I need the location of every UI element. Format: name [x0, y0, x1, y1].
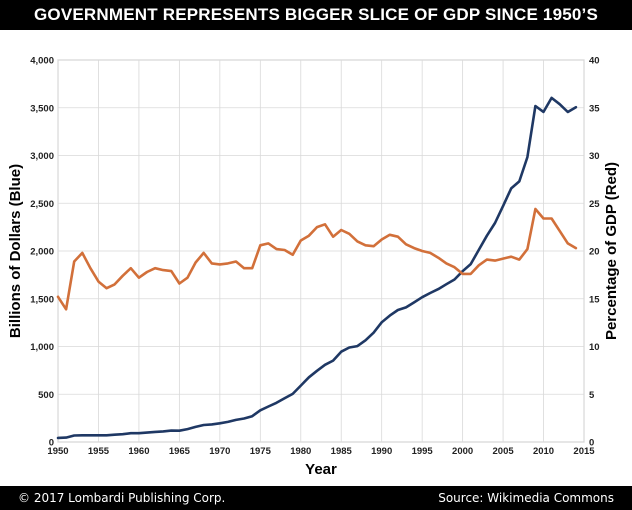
x-tick-label: 2015 — [573, 446, 595, 457]
y-tick-label: 2,000 — [30, 247, 54, 258]
chart-title: GOVERNMENT REPRESENTS BIGGER SLICE OF GD… — [0, 0, 632, 30]
x-tick-label: 1990 — [371, 446, 392, 457]
y2-tick-label: 40 — [589, 56, 600, 67]
y-tick-label: 1,000 — [30, 342, 54, 353]
chart-svg: 1950 1955 1960 1965 1970 1975 1980 1985 1990 1995… — [7, 56, 620, 479]
x-tick-label: 2005 — [493, 446, 515, 457]
x-axis-label: Year — [305, 461, 337, 478]
y2-tick-label: 0 — [589, 438, 594, 449]
footer-source: Source: Wikimedia Commons — [438, 491, 614, 505]
y2-tick-label: 25 — [589, 199, 600, 210]
footer-bar: © 2017 Lombardi Publishing Corp. Source:… — [0, 486, 632, 510]
y-tick-label: 3,000 — [30, 151, 54, 162]
grid-lines — [57, 59, 585, 443]
y-tick-label: 3,500 — [30, 103, 54, 114]
y-axis-label: Billions of Dollars (Blue) — [7, 164, 24, 338]
title-separator — [0, 30, 632, 34]
y-tick-label: 4,000 — [30, 56, 54, 67]
y2-tick-label: 5 — [589, 390, 595, 401]
y-tick-label: 2,500 — [30, 199, 54, 210]
x-tick-label: 1970 — [209, 446, 230, 457]
y2-tick-label: 20 — [589, 247, 600, 258]
x-tick-label: 1960 — [128, 446, 149, 457]
y-tick-label: 500 — [38, 390, 54, 401]
x-tick-label: 1995 — [412, 446, 434, 457]
y2-tick-label: 10 — [589, 342, 600, 353]
x-tick-label: 1985 — [331, 446, 353, 457]
x-tick-label: 1950 — [47, 446, 68, 457]
y-tick-label: 1,500 — [30, 294, 54, 305]
x-tick-label: 1955 — [88, 446, 110, 457]
footer-copyright: © 2017 Lombardi Publishing Corp. — [18, 491, 226, 505]
y2-axis-label: Percentage of GDP (Red) — [603, 162, 620, 340]
x-tick-label: 1965 — [169, 446, 191, 457]
y2-tick-label: 30 — [589, 151, 600, 162]
x-tick-label: 2000 — [452, 446, 473, 457]
series-line-billions — [56, 96, 578, 440]
y-tick-label: 0 — [49, 438, 54, 449]
tick-labels: 1950 1955 1960 1965 1970 1975 1980 1985 1990 1995… — [30, 56, 600, 458]
y2-tick-label: 15 — [589, 294, 600, 305]
x-tick-label: 1980 — [290, 446, 311, 457]
series-lines — [56, 96, 578, 440]
y2-tick-label: 35 — [589, 103, 600, 114]
x-tick-label: 2010 — [533, 446, 554, 457]
series-line-percent-gdp — [56, 207, 578, 311]
x-tick-label: 1975 — [250, 446, 272, 457]
